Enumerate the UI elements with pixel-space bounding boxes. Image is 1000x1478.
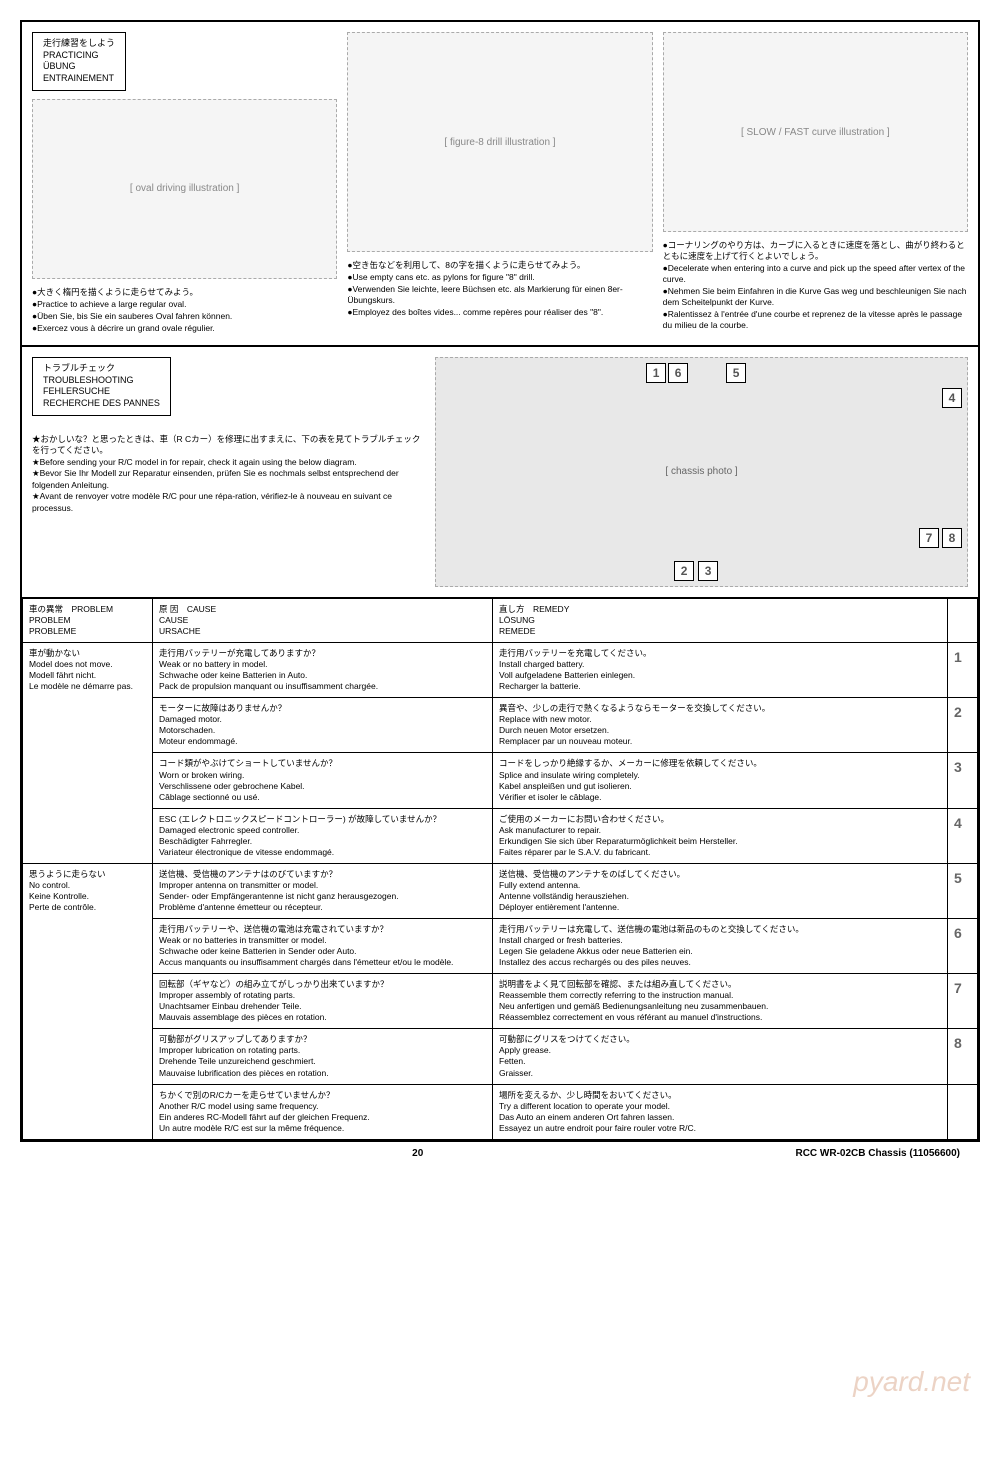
cause-cell: モーターに故障はありませんか？Damaged motor.Motorschade… <box>153 698 493 753</box>
badge-1: 1 <box>646 363 666 383</box>
header-remedy: 直し方 REMEDYLÖSUNGREMEDE <box>493 598 948 642</box>
num-cell: 1 <box>948 643 978 698</box>
illustration-figure8: [ figure-8 drill illustration ] <box>347 32 652 252</box>
troubleshoot-left: トラブルチェック TROUBLESHOOTING FEHLERSUCHE REC… <box>32 357 425 587</box>
remedy-cell: ご使用のメーカーにお問い合わせください。Ask manufacturer to … <box>493 808 948 863</box>
practicing-title-box: 走行練習をしよう PRACTICING ÜBUNG ENTRAINEMENT <box>32 32 126 91</box>
remedy-cell: 走行用バッテリーは充電して、送信機の電池は新品のものと交換してください。Inst… <box>493 919 948 974</box>
ts-title-fr: RECHERCHE DES PANNES <box>43 398 160 410</box>
cause-cell: 走行用バッテリーや、送信機の電池は充電されていますか？Weak or no ba… <box>153 919 493 974</box>
num-cell: 2 <box>948 698 978 753</box>
title-fr: ENTRAINEMENT <box>43 73 115 85</box>
table-row: 車が動かないModel does not move.Modell fährt n… <box>23 643 978 698</box>
header-cause: 原 因 CAUSECAUSEURSACHE <box>153 598 493 642</box>
table-row: ちかくで別のR/Cカーを走らせていませんか？Another R/C model … <box>23 1084 978 1139</box>
table-row: 可動部がグリスアップしてありますか？Improper lubrication o… <box>23 1029 978 1084</box>
table-row: 走行用バッテリーや、送信機の電池は充電されていますか？Weak or no ba… <box>23 919 978 974</box>
troubleshoot-title-box: トラブルチェック TROUBLESHOOTING FEHLERSUCHE REC… <box>32 357 171 416</box>
badge-8: 8 <box>942 528 962 548</box>
remedy-cell: 異音や、少しの走行で熱くなるようならモーターを交換してください。Replace … <box>493 698 948 753</box>
num-cell: 8 <box>948 1029 978 1084</box>
illustration-curve: [ SLOW / FAST curve illustration ] <box>663 32 968 232</box>
badge-2: 2 <box>674 561 694 581</box>
caption-col1: ●大きく楕円を描くように走らせてみよう。 ●Practice to achiev… <box>32 287 337 334</box>
cause-cell: 可動部がグリスアップしてありますか？Improper lubrication o… <box>153 1029 493 1084</box>
problem-cell: 思うように走らないNo control.Keine Kontrolle.Pert… <box>23 863 153 1139</box>
page-number: 20 <box>412 1148 423 1159</box>
title-de: ÜBUNG <box>43 61 115 73</box>
problem-cell: 車が動かないModel does not move.Modell fährt n… <box>23 643 153 864</box>
cause-cell: コード類がやぶけてショートしていませんか？Worn or broken wiri… <box>153 753 493 808</box>
watermark: pyard.net <box>853 1366 970 1398</box>
practicing-section: 走行練習をしよう PRACTICING ÜBUNG ENTRAINEMENT [… <box>22 22 978 347</box>
page-border: 走行練習をしよう PRACTICING ÜBUNG ENTRAINEMENT [… <box>20 20 980 1142</box>
practicing-col-1: 走行練習をしよう PRACTICING ÜBUNG ENTRAINEMENT [… <box>32 32 337 335</box>
ts-title-de: FEHLERSUCHE <box>43 386 160 398</box>
troubleshoot-intro: ★おかしいな？と思ったときは、車（R Cカー）を修理に出すまえに、下の表を見てト… <box>32 434 425 514</box>
illustration-oval: [ oval driving illustration ] <box>32 99 337 279</box>
troubleshoot-right: [ chassis photo ] 1 6 5 4 7 8 2 3 <box>435 357 968 587</box>
remedy-cell: 可動部にグリスをつけてください。Apply grease.Fetten.Grai… <box>493 1029 948 1084</box>
footer-ref: RCC WR-02CB Chassis (11056600) <box>795 1148 960 1159</box>
table-header-row: 車の異常 PROBLEMPROBLEMPROBLEME 原 因 CAUSECAU… <box>23 598 978 642</box>
title-en: PRACTICING <box>43 50 115 62</box>
remedy-cell: コードをしっかり絶縁するか、メーカーに修理を依頼してください。Splice an… <box>493 753 948 808</box>
num-cell: 6 <box>948 919 978 974</box>
cause-cell: ちかくで別のR/Cカーを走らせていませんか？Another R/C model … <box>153 1084 493 1139</box>
num-cell: 3 <box>948 753 978 808</box>
num-cell <box>948 1084 978 1139</box>
table-row: コード類がやぶけてショートしていませんか？Worn or broken wiri… <box>23 753 978 808</box>
ts-title-en: TROUBLESHOOTING <box>43 375 160 387</box>
badge-7: 7 <box>919 528 939 548</box>
remedy-cell: 説明書をよく見て回転部を確認、または組み直してください。Reassemble t… <box>493 974 948 1029</box>
badge-3: 3 <box>698 561 718 581</box>
remedy-cell: 場所を変えるか、少し時間をおいてください。Try a different loc… <box>493 1084 948 1139</box>
num-cell: 4 <box>948 808 978 863</box>
badge-5: 5 <box>726 363 746 383</box>
badge-6: 6 <box>668 363 688 383</box>
caption-col3: ●コーナリングのやり方は、カーブに入るときに速度を落とし、曲がり終わるとともに速… <box>663 240 968 331</box>
ts-title-jp: トラブルチェック <box>43 363 160 375</box>
num-cell: 7 <box>948 974 978 1029</box>
table-row: 思うように走らないNo control.Keine Kontrolle.Pert… <box>23 863 978 918</box>
table-body: 車が動かないModel does not move.Modell fährt n… <box>23 643 978 1140</box>
chassis-photo: [ chassis photo ] 1 6 5 4 7 8 2 3 <box>435 357 968 587</box>
cause-cell: ESC (エレクトロニックスピードコントローラー) が故障していませんか？Dam… <box>153 808 493 863</box>
remedy-cell: 走行用バッテリーを充電してください。Install charged batter… <box>493 643 948 698</box>
cause-cell: 走行用バッテリーが充電してありますか？Weak or no battery in… <box>153 643 493 698</box>
table-row: 回転部（ギヤなど）の組み立てがしっかり出来ていますか？Improper asse… <box>23 974 978 1029</box>
troubleshoot-header: トラブルチェック TROUBLESHOOTING FEHLERSUCHE REC… <box>22 347 978 598</box>
remedy-cell: 送信機、受信機のアンテナをのばしてください。Fully extend anten… <box>493 863 948 918</box>
table-row: ESC (エレクトロニックスピードコントローラー) が故障していませんか？Dam… <box>23 808 978 863</box>
cause-cell: 回転部（ギヤなど）の組み立てがしっかり出来ていますか？Improper asse… <box>153 974 493 1029</box>
badge-4: 4 <box>942 388 962 408</box>
practicing-col-2: [ figure-8 drill illustration ] ●空き缶などを利… <box>347 32 652 335</box>
title-jp: 走行練習をしよう <box>43 38 115 50</box>
cause-cell: 送信機、受信機のアンテナはのびていますか？Improper antenna on… <box>153 863 493 918</box>
troubleshoot-table: 車の異常 PROBLEMPROBLEMPROBLEME 原 因 CAUSECAU… <box>22 598 978 1140</box>
header-num <box>948 598 978 642</box>
caption-col2: ●空き缶などを利用して、8の字を描くように走らせてみよう。 ●Use empty… <box>347 260 652 318</box>
page-footer: 20 RCC WR-02CB Chassis (11056600) <box>20 1142 980 1159</box>
num-cell: 5 <box>948 863 978 918</box>
table-row: モーターに故障はありませんか？Damaged motor.Motorschade… <box>23 698 978 753</box>
header-problem: 車の異常 PROBLEMPROBLEMPROBLEME <box>23 598 153 642</box>
practicing-col-3: [ SLOW / FAST curve illustration ] ●コーナリ… <box>663 32 968 335</box>
